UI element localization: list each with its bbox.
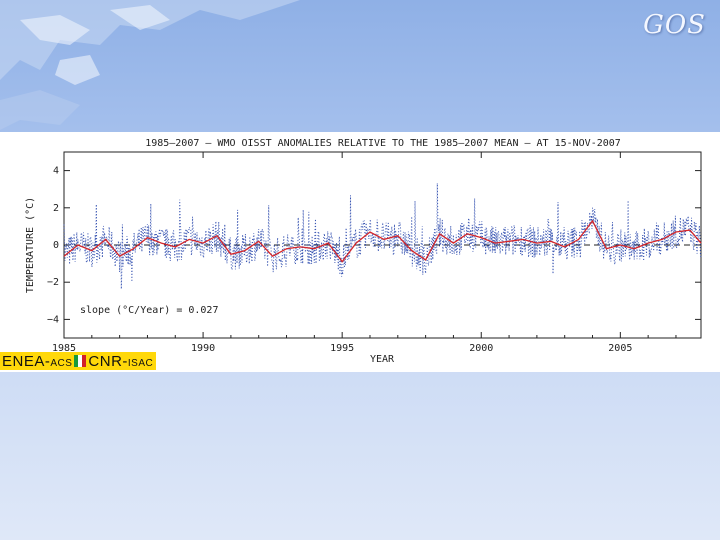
enea-logo: ENEA-ACS <box>2 352 73 370</box>
anomaly-chart: 1985–2007 – WMO OISST ANOMALIES RELATIVE… <box>25 138 702 365</box>
flag-white <box>78 355 83 367</box>
series-layer <box>63 183 702 290</box>
series-daily-anomaly-line <box>63 183 702 290</box>
chart-panel: 1985–2007 – WMO OISST ANOMALIES RELATIVE… <box>0 132 720 372</box>
flag-green <box>74 355 79 367</box>
y-tick-label: −2 <box>47 277 59 288</box>
x-tick-label: 1995 <box>330 343 354 354</box>
x-tick-label: 2000 <box>469 343 493 354</box>
y-tick-label: −4 <box>47 314 59 325</box>
y-axis-label: TEMPERATURE (°C) <box>25 197 36 293</box>
series-smoothed-anomaly-line <box>63 219 702 263</box>
x-axis-label: YEAR <box>370 354 395 365</box>
slope-annotation: slope (°C/Year) = 0.027 <box>80 305 218 316</box>
y-tick-label: 2 <box>53 203 59 214</box>
chart-title: 1985–2007 – WMO OISST ANOMALIES RELATIVE… <box>145 138 621 149</box>
ticks-layer: −4 −2 0 2 4 1985 1990 1995 2000 2005 <box>47 152 701 354</box>
italy-flag-icon <box>74 355 87 367</box>
footer-logos: ENEA-ACS CNR-ISAC <box>0 352 157 370</box>
y-tick-label: 4 <box>53 166 59 177</box>
x-tick-label: 2005 <box>608 343 632 354</box>
flag-red <box>82 355 87 367</box>
x-tick-label: 1990 <box>191 343 215 354</box>
banner-map-image <box>0 0 300 130</box>
y-tick-label: 0 <box>53 240 59 251</box>
x-tick-label: 1985 <box>52 343 76 354</box>
gos-logo: GOS <box>643 10 706 40</box>
cnr-logo: CNR-ISAC <box>88 352 154 370</box>
